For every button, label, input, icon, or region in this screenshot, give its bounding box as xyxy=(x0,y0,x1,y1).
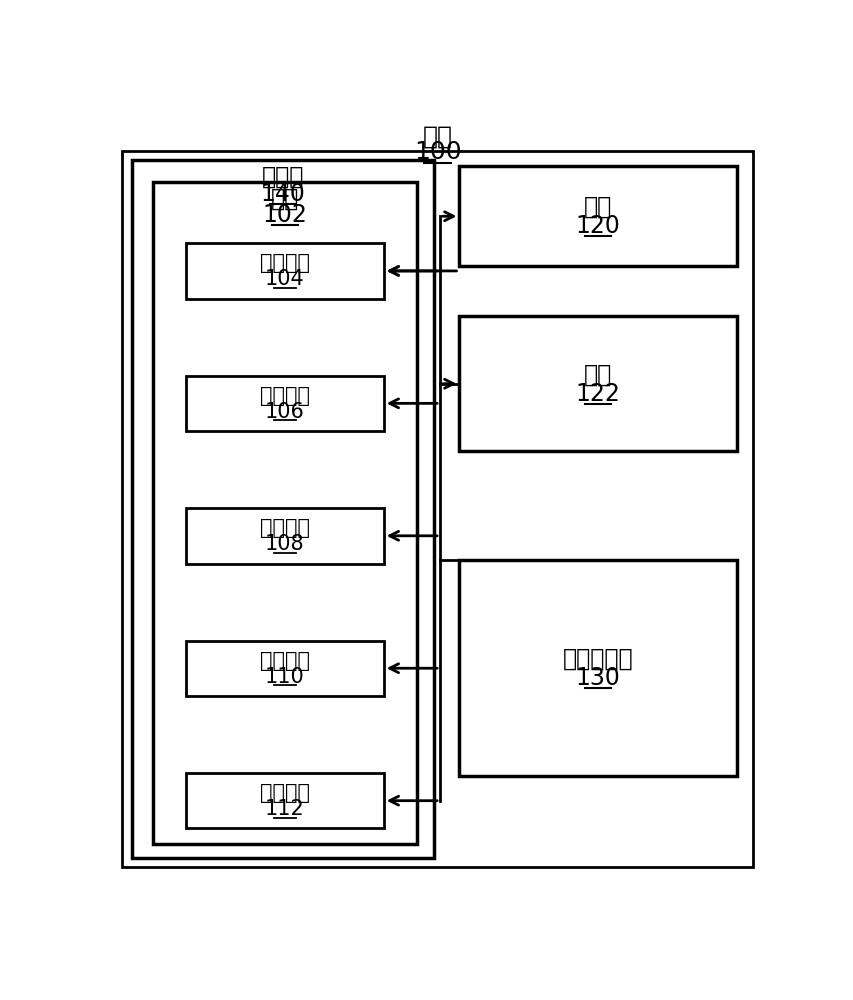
Text: 转发模块: 转发模块 xyxy=(259,783,310,803)
Text: 标签: 标签 xyxy=(583,362,612,386)
Text: 物理处理器: 物理处理器 xyxy=(562,647,633,671)
Bar xyxy=(186,641,383,696)
Text: 委托模块: 委托模块 xyxy=(259,651,310,671)
Text: 存储器: 存储器 xyxy=(261,165,304,189)
Text: 102: 102 xyxy=(262,203,307,227)
Text: 112: 112 xyxy=(264,799,305,819)
Bar xyxy=(186,508,383,564)
Text: 接收模块: 接收模块 xyxy=(259,253,310,273)
Bar xyxy=(459,166,736,266)
Text: 110: 110 xyxy=(264,667,305,687)
Text: 确定模块: 确定模块 xyxy=(259,518,310,538)
Text: 路由: 路由 xyxy=(583,195,612,219)
Text: 120: 120 xyxy=(575,214,620,238)
Text: 100: 100 xyxy=(414,140,461,164)
Bar xyxy=(131,160,433,858)
Text: 140: 140 xyxy=(260,182,305,206)
Bar xyxy=(459,316,736,451)
Text: 模块: 模块 xyxy=(270,187,299,211)
Text: 106: 106 xyxy=(264,402,305,422)
Bar xyxy=(186,773,383,828)
Text: 130: 130 xyxy=(575,666,620,690)
Text: 122: 122 xyxy=(575,382,620,406)
Text: 标识模块: 标识模块 xyxy=(259,386,310,406)
Bar xyxy=(459,560,736,776)
Bar xyxy=(186,376,383,431)
Bar xyxy=(153,182,416,844)
Text: 108: 108 xyxy=(265,534,305,554)
Text: 104: 104 xyxy=(264,269,305,289)
Bar xyxy=(186,243,383,299)
Text: 系统: 系统 xyxy=(422,125,452,149)
